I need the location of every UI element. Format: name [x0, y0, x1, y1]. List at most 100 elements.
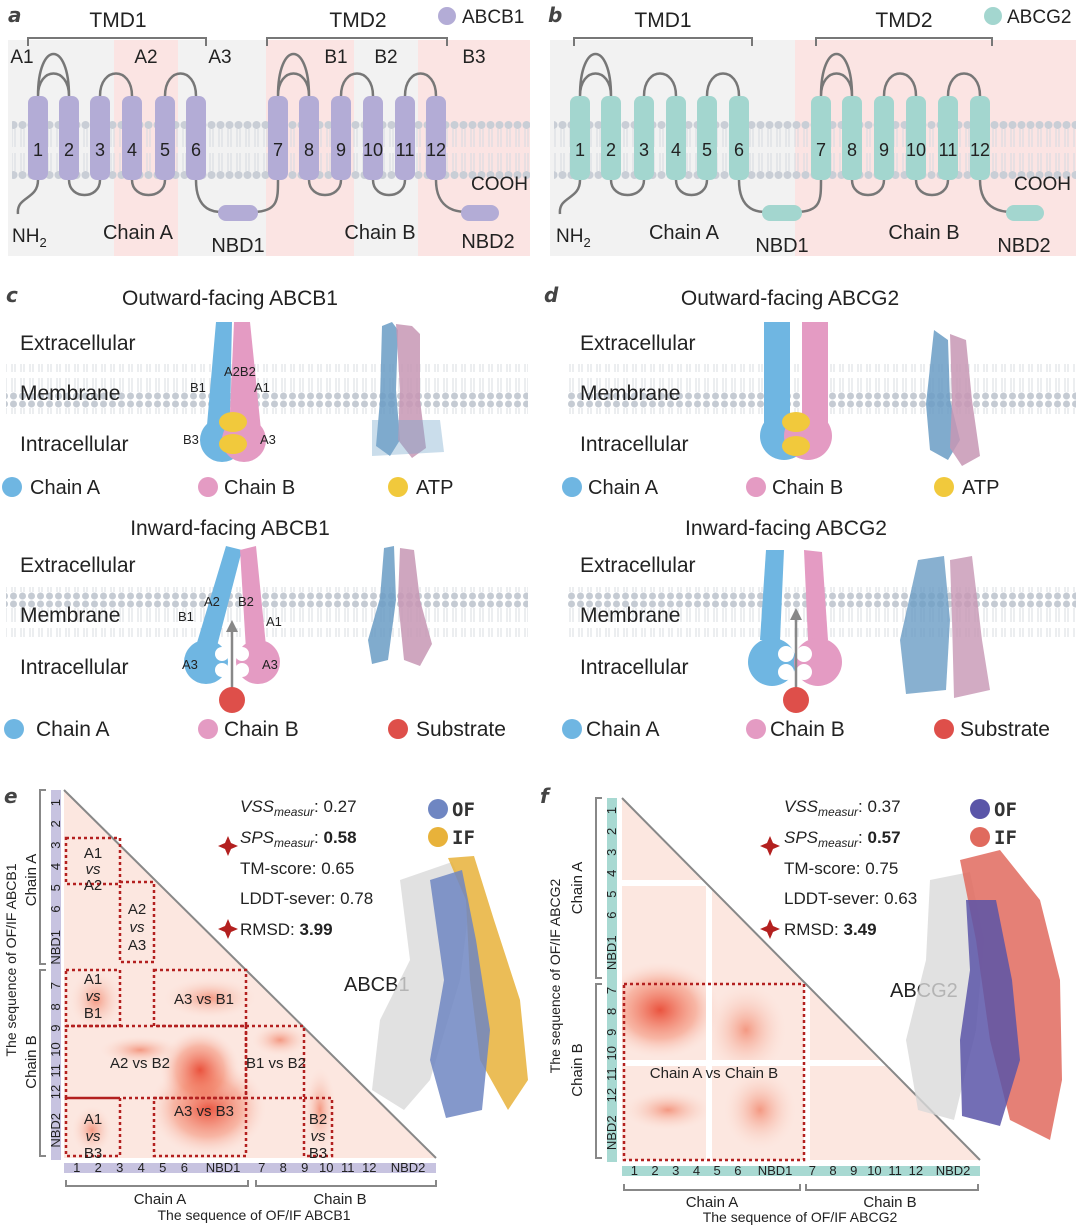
panel-b: b TMD1 TMD2 ABCG2 1 2 3 4 5 6 7 8 9 10 11 12 NH2 CO… — [548, 3, 1076, 257]
tick-label: 12 — [604, 1088, 619, 1102]
legend-substrate-dot — [388, 719, 408, 739]
helix-6 — [186, 96, 206, 180]
helix-4 — [122, 96, 142, 180]
membrane-bottom — [6, 587, 528, 637]
inward-abcb1-structure — [368, 546, 432, 666]
tick-label: 3 — [604, 849, 619, 856]
y-chain-a-label: Chain A — [569, 862, 586, 915]
tick-label: 3 — [48, 842, 63, 849]
y-axis-bar — [607, 798, 617, 1162]
helix-label-8: 8 — [304, 140, 314, 160]
box-a1b1-l3: B1 — [84, 1005, 102, 1022]
tick-label: 6 — [48, 905, 63, 912]
box-a2a3-l3: A3 — [128, 937, 146, 954]
legend-substrate: Substrate — [960, 718, 1050, 741]
tick-label: NBD2 — [48, 1113, 63, 1148]
x-chain-b-bracket — [255, 1180, 437, 1187]
helix-9 — [331, 96, 351, 180]
x-axis-ticks: 1 2 3 4 5 6 NBD1 7 8 9 10 11 12 NBD2 — [631, 1163, 971, 1178]
if-legend-dot — [970, 827, 990, 847]
helix-label-1: 1 — [33, 140, 43, 160]
legend-chain-b-dot — [198, 477, 218, 497]
nbd1-label: NBD1 — [211, 235, 264, 257]
tmd1-bracket — [27, 37, 207, 46]
legend-atp: ATP — [416, 477, 453, 499]
of-legend-dot — [970, 799, 990, 819]
helix-11 — [938, 96, 958, 180]
nbd2-label: NBD2 — [461, 231, 514, 253]
box-a1a2-l1: A1 — [84, 845, 102, 862]
tick-label: 3 — [672, 1163, 679, 1178]
legend-substrate-dot — [934, 719, 954, 739]
rmsd-metric: RMSD: 3.49 — [784, 920, 877, 939]
helix-11 — [395, 96, 415, 180]
label-b2: B2 — [238, 594, 254, 609]
helix-label-2: 2 — [64, 140, 74, 160]
tick-label: 12 — [362, 1160, 376, 1175]
tick-label: 8 — [604, 1008, 619, 1015]
legend-chain-a-dot — [2, 477, 22, 497]
panel-f: f Chain A vs Chain B 123456NBD1789101112… — [540, 784, 1062, 1225]
nbd1-label: NBD1 — [755, 235, 808, 257]
box-b2b3-l1: B2 — [309, 1111, 327, 1128]
extracellular-label: Extracellular — [580, 332, 696, 355]
tick-label: 10 — [604, 1046, 619, 1060]
lddt-metric: LDDT-sever: 0.63 — [784, 889, 917, 908]
intracellular-label: Intracellular — [580, 656, 689, 679]
legend-chain-b-dot — [746, 477, 766, 497]
label-a2b2: A2B2 — [224, 364, 256, 379]
tick-label: 2 — [651, 1163, 658, 1178]
outward-abcb1-structure — [372, 322, 444, 458]
helix-12 — [426, 96, 446, 180]
box-a1b3-l1: A1 — [84, 1111, 102, 1128]
helix-label-11: 11 — [396, 140, 415, 160]
box-a1b3-l2: vs — [86, 1128, 102, 1145]
tick-label: 11 — [604, 1067, 619, 1081]
inward-abcg2-structure — [900, 556, 990, 698]
tick-label: 4 — [693, 1163, 700, 1178]
tick-label: 11 — [48, 1064, 63, 1078]
if-legend-label: IF — [994, 827, 1017, 849]
helix-2 — [601, 96, 621, 180]
y-chain-b-bracket — [39, 969, 46, 1157]
star-icon — [760, 836, 780, 856]
nbd1-domain — [762, 205, 802, 221]
tick-label: 9 — [301, 1160, 308, 1175]
metrics: VSSmeasur: 0.27 SPSmeasur: 0.58 TM-score… — [218, 797, 373, 939]
helix-label-10: 10 — [906, 140, 926, 160]
tick-label: 4 — [138, 1160, 145, 1175]
y-axis-title: The sequence of OF/IF ABCB1 — [3, 863, 19, 1056]
helix-group: 1 2 3 4 5 6 7 8 9 10 11 12 — [558, 52, 1044, 221]
protein-label: ABCB1 — [344, 974, 410, 996]
tick-label: NBD2 — [391, 1160, 426, 1175]
star-icon — [218, 836, 238, 856]
helix-label-7: 7 — [273, 140, 283, 160]
panel-letter: e — [4, 784, 18, 808]
y-axis-bar — [51, 790, 61, 1160]
legend-substrate: Substrate — [416, 718, 506, 741]
tick-label: 8 — [280, 1160, 287, 1175]
helix-label-1: 1 — [575, 140, 585, 160]
helix-4 — [666, 96, 686, 180]
vss-metric: VSSmeasur: 0.37 — [784, 797, 901, 819]
legend-atp-dot — [388, 477, 408, 497]
intracellular-label: Intracellular — [20, 656, 129, 679]
if-legend-dot — [428, 827, 448, 847]
tick-label: NBD1 — [758, 1163, 793, 1178]
abcb1-overlay-structure — [372, 856, 528, 1118]
legend-atp: ATP — [962, 477, 999, 499]
box-a1a2-l2: vs — [86, 861, 102, 878]
region-b3: B3 — [462, 47, 485, 68]
inward-abcb1-cartoon: A2 B2 B1 A1 A3 A3 — [178, 546, 282, 713]
legend-chain-b: Chain B — [224, 718, 299, 741]
region-a1: A1 — [10, 47, 33, 68]
helix-label-11: 11 — [939, 140, 958, 160]
panel-d: d Outward-facing ABCG2 Extracellular Mem… — [544, 283, 1076, 741]
cooh-label: COOH — [1014, 174, 1071, 195]
extracellular-label: Extracellular — [20, 332, 136, 355]
tick-label: 5 — [714, 1163, 721, 1178]
helix-label-3: 3 — [95, 140, 105, 160]
legend-chain-b: Chain B — [772, 477, 843, 499]
tm-metric: TM-score: 0.75 — [784, 859, 898, 878]
